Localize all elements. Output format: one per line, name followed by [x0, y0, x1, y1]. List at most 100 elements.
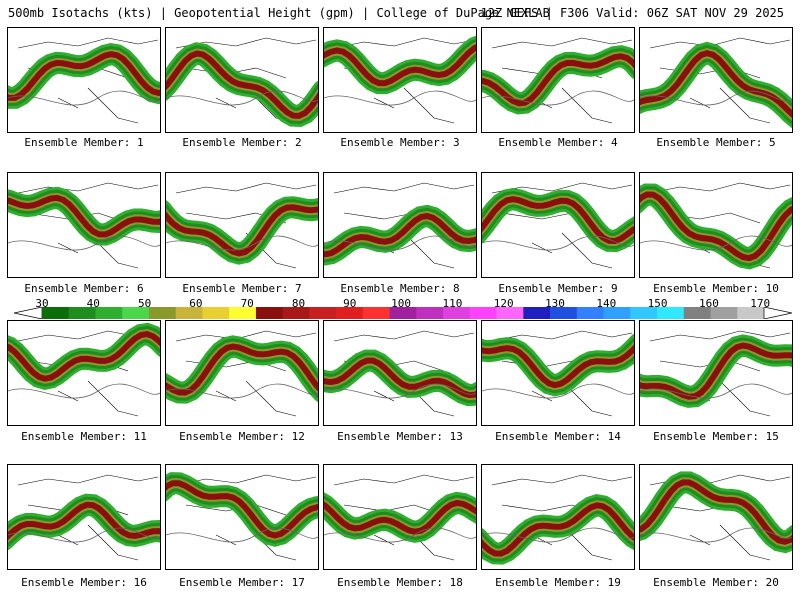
- colorbar-tick-label: 80: [291, 297, 306, 310]
- colorbar-tick-label: 120: [493, 297, 514, 310]
- height-contour: [8, 235, 160, 251]
- jet-stream-map: [166, 182, 318, 269]
- height-contour: [166, 383, 318, 399]
- jet-stream-map: [482, 330, 634, 417]
- ensemble-map-panel: [7, 172, 161, 278]
- height-contour: [482, 383, 634, 399]
- ensemble-map-panel: [323, 464, 477, 570]
- isotach-band: [166, 204, 318, 257]
- ensemble-map-panel: [639, 464, 793, 570]
- jet-stream-map: [324, 474, 476, 561]
- height-contour: [482, 235, 634, 251]
- colorbar-swatch: [603, 307, 631, 319]
- jet-stream-map: [324, 35, 476, 124]
- jet-stream-map: [482, 474, 634, 565]
- colorbar-swatch: [309, 307, 337, 319]
- colorbar-tick-label: 140: [596, 297, 617, 310]
- member-label: Ensemble Member: 5: [656, 136, 776, 149]
- ensemble-map-panel: [7, 27, 161, 133]
- member-label: Ensemble Member: 2: [182, 136, 302, 149]
- colorbar-swatch: [416, 307, 444, 319]
- ensemble-map-panel: [7, 464, 161, 570]
- member-label: Ensemble Member: 17: [179, 576, 305, 589]
- ensemble-map-panel: [323, 172, 477, 278]
- jet-stream-map: [640, 330, 792, 417]
- height-contour: [166, 90, 318, 106]
- member-label: Ensemble Member: 14: [495, 430, 621, 443]
- colorbar-swatch: [148, 307, 177, 319]
- jet-stream-map: [324, 182, 476, 269]
- colorbar-swatch: [443, 307, 471, 319]
- colorbar-swatch: [389, 307, 417, 319]
- isotach-band: [324, 212, 476, 258]
- colorbar-swatch: [550, 307, 578, 319]
- colorbar-swatch: [68, 307, 96, 319]
- isotach-band: [166, 343, 318, 396]
- member-label: Ensemble Member: 10: [653, 282, 779, 295]
- colorbar-swatch: [122, 307, 150, 319]
- colorbar-swatch: [683, 307, 712, 319]
- height-contour: [482, 527, 634, 543]
- map-title: 500mb Isotachs (kts) | Geopotential Heig…: [8, 6, 550, 20]
- run-info: 12Z GEFS | F306 Valid: 06Z SAT NOV 29 20…: [480, 6, 784, 20]
- height-contour: [324, 527, 476, 543]
- ensemble-map-panel: [7, 320, 161, 426]
- colorbar-swatch: [95, 307, 123, 319]
- ensemble-map-panel: [165, 320, 319, 426]
- ensemble-map-panel: [165, 172, 319, 278]
- colorbar-tick-label: 110: [442, 297, 463, 310]
- member-label: Ensemble Member: 7: [182, 282, 302, 295]
- height-contour: [324, 383, 476, 399]
- coastline: [491, 330, 633, 417]
- jet-stream-map: [482, 37, 634, 124]
- colorbar-swatch: [362, 307, 391, 319]
- jet-stream-map: [640, 182, 792, 270]
- ensemble-map-panel: [165, 27, 319, 133]
- isotach-band: [324, 499, 476, 535]
- jet-stream-map: [640, 37, 792, 129]
- isotach-band: [482, 196, 634, 245]
- coastline: [491, 182, 633, 269]
- height-contour: [8, 383, 160, 399]
- isotach-band: [166, 480, 318, 539]
- isotach-colorbar: [14, 307, 792, 319]
- colorbar-swatch: [229, 307, 257, 319]
- colorbar-tick-label: 50: [137, 297, 152, 310]
- member-label: Ensemble Member: 19: [495, 576, 621, 589]
- member-label: Ensemble Member: 12: [179, 430, 305, 443]
- isotach-band: [324, 44, 476, 87]
- height-contour: [482, 90, 634, 106]
- colorbar-swatch: [657, 307, 685, 319]
- height-contour: [640, 235, 792, 251]
- isotach-band: [8, 501, 160, 540]
- member-label: Ensemble Member: 6: [24, 282, 144, 295]
- member-label: Ensemble Member: 15: [653, 430, 779, 443]
- isotach-band: [640, 191, 792, 262]
- ensemble-map-panel: [481, 320, 635, 426]
- ensemble-map-panel: [481, 27, 635, 133]
- colorbar-tick-label: 160: [698, 297, 719, 310]
- colorbar-tick-label: 150: [647, 297, 668, 310]
- colorbar-max-arrow: [763, 307, 792, 319]
- colorbar-tick-label: 30: [35, 297, 49, 310]
- colorbar-tick-label: 130: [545, 297, 565, 310]
- member-label: Ensemble Member: 4: [498, 136, 618, 149]
- member-label: Ensemble Member: 18: [337, 576, 463, 589]
- colorbar-tick-label: 70: [240, 297, 254, 310]
- isotach-band: [482, 344, 634, 389]
- jet-stream-map: [8, 474, 160, 561]
- colorbar-swatch: [496, 307, 524, 319]
- coastline: [649, 182, 791, 269]
- member-label: Ensemble Member: 3: [340, 136, 460, 149]
- height-contour: [640, 527, 792, 543]
- height-contour: [166, 527, 318, 543]
- jet-stream-map: [8, 322, 160, 417]
- coastline: [491, 474, 633, 561]
- jet-stream-map: [8, 182, 160, 269]
- isotach-band: [166, 50, 318, 119]
- ensemble-map-panel: [165, 464, 319, 570]
- coastline: [175, 37, 317, 124]
- isotach-band: [324, 357, 476, 399]
- isotach-band: [8, 194, 160, 238]
- ensemble-map-panel: [323, 320, 477, 426]
